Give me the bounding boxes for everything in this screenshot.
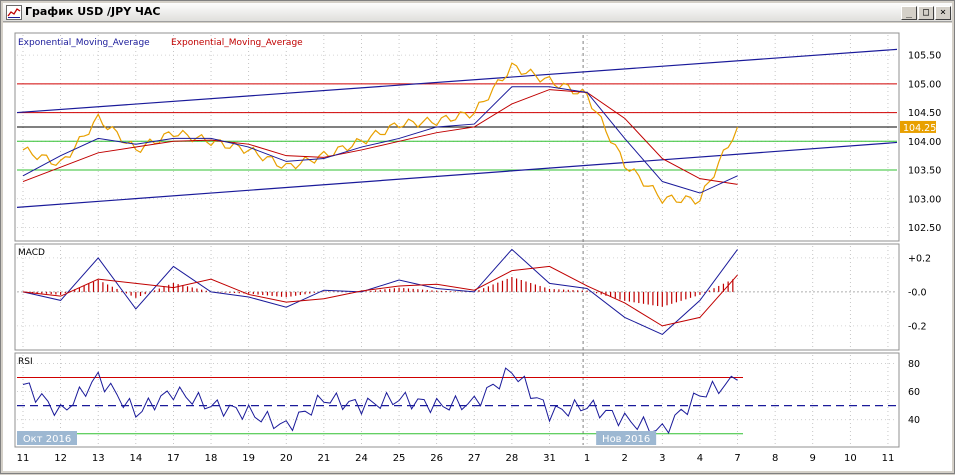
day-tick-label: 25 xyxy=(393,453,406,464)
macd-panel[interactable] xyxy=(14,243,900,351)
y-tick-label: 103.50 xyxy=(908,166,941,177)
day-tick-label: 31 xyxy=(543,453,556,464)
day-tick-label: 17 xyxy=(167,453,180,464)
ema-fast-line xyxy=(22,86,738,194)
day-tick-label: 11 xyxy=(17,453,30,464)
day-tick-label: 14 xyxy=(129,453,142,464)
macd-signal-line xyxy=(22,265,738,327)
day-tick-label: 2 xyxy=(622,453,628,464)
day-tick-label: 24 xyxy=(355,453,368,464)
day-tick-label: 8 xyxy=(772,453,778,464)
rsi-line xyxy=(22,367,738,435)
channel-lower-line xyxy=(16,141,898,208)
macd-series xyxy=(17,248,897,335)
y-tick-label: 104.50 xyxy=(908,108,941,119)
window-titlebar[interactable]: График USD /JPY ЧАС _ □ × xyxy=(3,3,952,22)
axis-labels: 11 12 13 14 17 18 19 20 21 24 25 26 27 28 31 1 2 3 4 7 8 9 10 1… xyxy=(17,51,942,464)
month-label-bg xyxy=(596,431,657,445)
y-tick-label: 103.00 xyxy=(908,194,941,205)
price-panel[interactable] xyxy=(14,32,900,242)
day-tick-label: 21 xyxy=(317,453,330,464)
day-tick-label: 13 xyxy=(92,453,105,464)
rsi-label: RSI xyxy=(18,357,33,367)
ema-slow-line xyxy=(22,89,738,185)
day-tick-label: 10 xyxy=(844,453,857,464)
y-tick-label: 105.50 xyxy=(908,51,941,62)
close-button[interactable]: × xyxy=(935,6,951,20)
window-title: График USD /JPY ЧАС xyxy=(25,5,161,18)
macd-label: MACD xyxy=(18,248,45,258)
y-tick-label: -0.0 xyxy=(908,287,927,298)
y-tick-label: 80 xyxy=(908,359,920,370)
day-tick-label: 9 xyxy=(810,453,816,464)
current-price-tag xyxy=(900,120,936,133)
chart-app-icon xyxy=(6,5,22,20)
macd-line xyxy=(22,248,738,335)
current-price-label: 104.25 xyxy=(903,123,936,134)
y-tick-label: 40 xyxy=(908,415,920,426)
maximize-button[interactable]: □ xyxy=(918,6,934,20)
day-tick-label: 4 xyxy=(697,453,703,464)
minimize-button[interactable]: _ xyxy=(901,6,917,20)
day-tick-label: 1 xyxy=(584,453,590,464)
chart-area[interactable]: 11 12 13 14 17 18 19 20 21 24 25 26 27 28 31 1 2 3 4 7 8 9 10 1… xyxy=(3,23,952,471)
month-label: Окт 2016 xyxy=(17,431,77,445)
price-level-lines xyxy=(17,83,897,171)
month-label-text: Нов 2016 xyxy=(602,434,650,445)
day-tick-label: 27 xyxy=(468,453,481,464)
legend-ema-fast: Exponential_Moving_Average xyxy=(18,38,150,48)
y-tick-label: 104.00 xyxy=(908,137,941,148)
day-tick-label: 12 xyxy=(54,453,67,464)
day-tick-label: 3 xyxy=(659,453,665,464)
chart-svg[interactable]: 11 12 13 14 17 18 19 20 21 24 25 26 27 28 31 1 2 3 4 7 8 9 10 1… xyxy=(3,23,952,471)
day-tick-label: 20 xyxy=(280,453,293,464)
month-label-bg xyxy=(17,431,77,445)
y-tick-label: 105.00 xyxy=(908,79,941,90)
legend-ema-slow: Exponential_Moving_Average xyxy=(171,38,303,48)
day-tick-label: 18 xyxy=(205,453,218,464)
price-line xyxy=(22,62,739,205)
y-tick-label: +0.2 xyxy=(908,253,931,264)
y-tick-label: 60 xyxy=(908,387,920,398)
channel-upper-line xyxy=(16,48,898,114)
month-label: Нов 2016 xyxy=(596,431,657,445)
price-series xyxy=(22,62,739,205)
month-label-text: Окт 2016 xyxy=(23,434,71,445)
day-tick-label: 26 xyxy=(430,453,443,464)
day-tick-label: 11 xyxy=(882,453,895,464)
day-tick-label: 7 xyxy=(734,453,740,464)
day-tick-label: 19 xyxy=(242,453,255,464)
day-tick-label: 28 xyxy=(506,453,519,464)
trend-channel xyxy=(16,48,898,208)
y-tick-label: -0.2 xyxy=(908,321,927,332)
y-tick-label: 102.50 xyxy=(908,223,941,234)
